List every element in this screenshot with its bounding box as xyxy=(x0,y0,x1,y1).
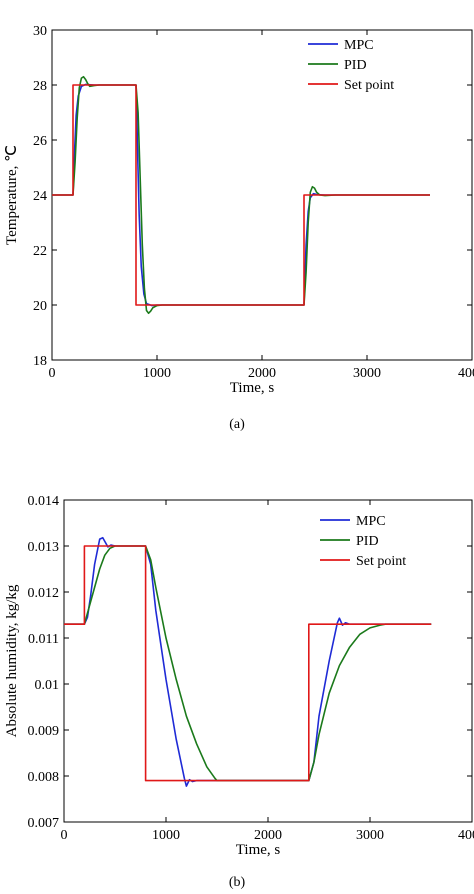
chart-panel-a: 0 1000 2000 3000 4000 18 20 22 24 26 28 30 Time, s Te… xyxy=(4,24,474,432)
x-axis-label: Time, s xyxy=(236,842,281,858)
y-tick-label: 30 xyxy=(33,24,47,39)
legend-label: PID xyxy=(356,534,379,549)
y-tick-label: 22 xyxy=(33,244,47,259)
x-tick-label: 0 xyxy=(61,828,68,843)
series-line-mpc xyxy=(64,536,432,787)
x-axis-label: Time, s xyxy=(230,380,275,396)
legend-label: MPC xyxy=(356,514,386,529)
panel-caption: (a) xyxy=(229,417,245,432)
x-tick-label: 2000 xyxy=(254,828,282,843)
chart-panel-b: 0 1000 2000 3000 4000 0.007 0.008 0.009 0.01 0.01… xyxy=(4,494,474,890)
x-tick-label: 0 xyxy=(49,366,56,381)
series-line-set-point xyxy=(64,545,432,782)
x-tick-label: 4000 xyxy=(458,366,474,381)
panel-caption: (b) xyxy=(229,875,246,890)
legend: MPC PID Set point xyxy=(320,514,406,569)
y-tick-label: 0.011 xyxy=(28,632,59,647)
y-tick-label: 0.013 xyxy=(28,540,60,555)
x-tick-label: 4000 xyxy=(458,828,474,843)
legend-label: Set point xyxy=(344,78,394,93)
y-tick-label: 18 xyxy=(33,354,47,369)
x-tick-label: 1000 xyxy=(152,828,180,843)
x-tick-label: 1000 xyxy=(143,366,171,381)
series-line-pid xyxy=(64,545,432,782)
series-line-pid xyxy=(52,75,430,315)
x-tick-label: 3000 xyxy=(356,828,384,843)
legend-label: MPC xyxy=(344,38,374,53)
series-line-set-point xyxy=(52,84,430,306)
y-tick-label: 24 xyxy=(33,189,47,204)
y-tick-label: 26 xyxy=(33,134,47,149)
y-tick-label: 0.009 xyxy=(28,724,60,739)
y-tick-label: 28 xyxy=(33,79,47,94)
legend-label: PID xyxy=(344,58,367,73)
y-tick-label: 0.008 xyxy=(28,770,60,785)
x-tick-label: 3000 xyxy=(353,366,381,381)
x-tick-label: 2000 xyxy=(248,366,276,381)
legend: MPC PID Set point xyxy=(308,38,394,93)
y-axis-label: Absolute humidity, kg/kg xyxy=(4,584,20,737)
legend-label: Set point xyxy=(356,554,406,569)
y-tick-label: 0.007 xyxy=(28,816,60,831)
plot-frame xyxy=(63,499,473,823)
y-tick-label: 20 xyxy=(33,299,47,314)
y-axis-label: Temperature, ℃ xyxy=(4,145,20,245)
y-tick-label: 0.01 xyxy=(35,678,60,693)
y-tick-label: 0.014 xyxy=(28,494,60,509)
y-tick-label: 0.012 xyxy=(28,586,60,601)
